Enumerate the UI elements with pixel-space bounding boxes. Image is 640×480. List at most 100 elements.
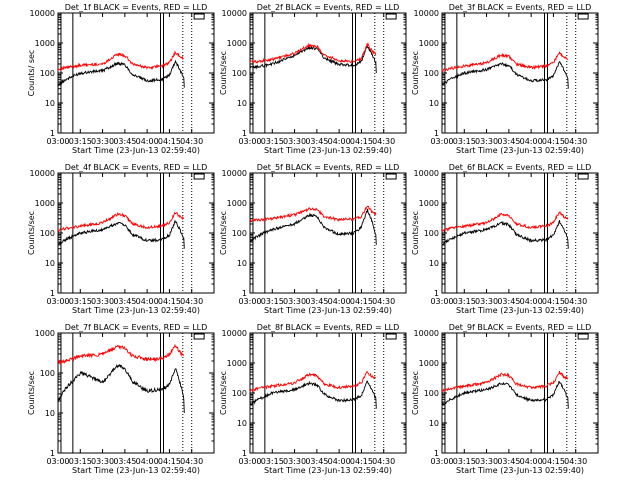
chart-title: Det_3f BLACK = Events, RED = LLD (449, 3, 592, 12)
y-tick-label: 1000 (35, 39, 55, 48)
x-tick-label: 03:30 (283, 137, 306, 146)
x-tick-label: 04:15 (542, 137, 565, 146)
x-tick-label: 03:45 (497, 137, 520, 146)
x-axis-label: Start Time (23-Jun-13 02:59:40) (264, 306, 392, 315)
y-tick-label: 100 (40, 369, 55, 378)
y-tick-label: 1 (242, 289, 247, 298)
y-tick-label: 1 (50, 289, 55, 298)
x-tick-label: 03:45 (497, 297, 520, 306)
flag-box (385, 13, 397, 20)
y-tick-label: 1 (434, 129, 439, 138)
y-tick-label: 1000 (419, 39, 439, 48)
x-tick-label: 03:45 (497, 457, 520, 466)
y-tick-label: 1 (242, 129, 247, 138)
series-lld-line (249, 42, 377, 64)
x-tick-label: 04:30 (564, 457, 587, 466)
y-tick-label: 10000 (414, 9, 439, 18)
chart-title: Det_6f BLACK = Events, RED = LLD (449, 163, 592, 172)
x-tick-label: 04:30 (372, 137, 395, 146)
x-tick-label: 04:00 (328, 297, 351, 306)
chart-panel-9: 1 10 100 1000 10000 03:00 03:15 03:30 03:45 04:00… (411, 323, 599, 475)
chart-panel-4: 1 10 100 1000 10000 03:00 03:15 03:30 03:45 04:00… (27, 163, 215, 315)
x-tick-label: 03:15 (261, 297, 284, 306)
series-events-line (249, 43, 377, 74)
y-tick-label: 1000 (227, 39, 247, 48)
x-axis-label: Start Time (23-Jun-13 02:59:40) (72, 306, 200, 315)
x-tick-label: 04:00 (520, 457, 543, 466)
x-tick-label: 03:00 (238, 297, 261, 306)
y-axis-label: Counts/sec (411, 51, 420, 95)
flag-box (385, 333, 397, 340)
flag-box (577, 333, 589, 340)
x-tick-label: 04:30 (372, 297, 395, 306)
series-lld-line (57, 211, 185, 233)
x-tick-label: 03:30 (475, 457, 498, 466)
y-tick-label: 100 (424, 229, 439, 238)
x-tick-label: 03:30 (91, 297, 114, 306)
x-tick-label: 03:30 (91, 457, 114, 466)
x-tick-label: 04:30 (180, 297, 203, 306)
y-tick-label: 10 (237, 419, 247, 428)
x-tick-label: 03:30 (283, 457, 306, 466)
plot-frame (249, 332, 407, 454)
x-tick-label: 03:15 (453, 297, 476, 306)
x-axis-label: Start Time (23-Jun-13 02:59:40) (72, 146, 200, 155)
y-tick-label: 1 (434, 289, 439, 298)
y-tick-label: 1 (434, 449, 439, 458)
y-tick-label: 100 (232, 69, 247, 78)
x-tick-label: 04:15 (350, 137, 373, 146)
x-axis-label: Start Time (23-Jun-13 02:59:40) (456, 466, 584, 475)
x-tick-label: 03:30 (475, 137, 498, 146)
y-tick-label: 10000 (414, 169, 439, 178)
series-lld-line (441, 370, 569, 392)
x-tick-label: 03:00 (430, 457, 453, 466)
x-tick-label: 03:30 (91, 137, 114, 146)
x-tick-label: 04:15 (350, 457, 373, 466)
y-tick-label: 100 (232, 389, 247, 398)
x-tick-label: 03:45 (113, 297, 136, 306)
y-tick-label: 10000 (222, 329, 247, 338)
y-tick-label: 10 (45, 99, 55, 108)
x-tick-label: 03:30 (475, 297, 498, 306)
y-tick-label: 10000 (222, 9, 247, 18)
x-tick-label: 03:15 (261, 457, 284, 466)
series-events-line (441, 380, 569, 409)
chart-panel-5: 1 10 100 1000 10000 03:00 03:15 03:30 03:45 04:00… (219, 163, 407, 315)
y-tick-label: 10000 (30, 169, 55, 178)
y-axis-label: Counts/sec (219, 371, 228, 415)
y-tick-label: 100 (40, 69, 55, 78)
chart-title: Det_5f BLACK = Events, RED = LLD (257, 163, 400, 172)
chart-panel-2: 1 10 100 1000 10000 03:00 03:15 03:30 03:45 04:00… (219, 3, 407, 155)
series-events-line (57, 363, 185, 414)
plot-frame (249, 12, 407, 134)
series-events-line (249, 208, 377, 245)
y-tick-label: 10 (237, 259, 247, 268)
x-tick-label: 03:00 (46, 137, 69, 146)
y-axis-label: Counts/sec (219, 211, 228, 255)
series-events-line (441, 61, 569, 89)
chart-title: Det_7f BLACK = Events, RED = LLD (65, 323, 208, 332)
chart-title: Det_8f BLACK = Events, RED = LLD (257, 323, 400, 332)
chart-panel-3: 1 10 100 1000 10000 03:00 03:15 03:30 03:45 04:00… (411, 3, 599, 155)
x-tick-label: 04:30 (564, 297, 587, 306)
x-tick-label: 03:45 (305, 297, 328, 306)
y-tick-label: 1000 (227, 199, 247, 208)
x-axis-label: Start Time (23-Jun-13 02:59:40) (264, 146, 392, 155)
chart-title: Det_4f BLACK = Events, RED = LLD (65, 163, 208, 172)
x-tick-label: 04:15 (158, 137, 181, 146)
y-tick-label: 100 (232, 229, 247, 238)
plot-frame (57, 332, 215, 454)
x-tick-label: 03:15 (69, 297, 92, 306)
x-tick-label: 03:00 (430, 137, 453, 146)
flag-box (577, 13, 589, 20)
chart-title: Det_2f BLACK = Events, RED = LLD (257, 3, 400, 12)
series-lld-line (57, 50, 184, 71)
x-tick-label: 03:15 (453, 457, 476, 466)
series-lld-line (249, 205, 377, 223)
x-tick-label: 03:00 (238, 457, 261, 466)
x-tick-label: 03:00 (238, 137, 261, 146)
x-tick-label: 03:45 (305, 137, 328, 146)
plot-frame (249, 172, 407, 294)
series-events-line (57, 219, 185, 249)
x-axis-label: Start Time (23-Jun-13 02:59:40) (456, 306, 584, 315)
